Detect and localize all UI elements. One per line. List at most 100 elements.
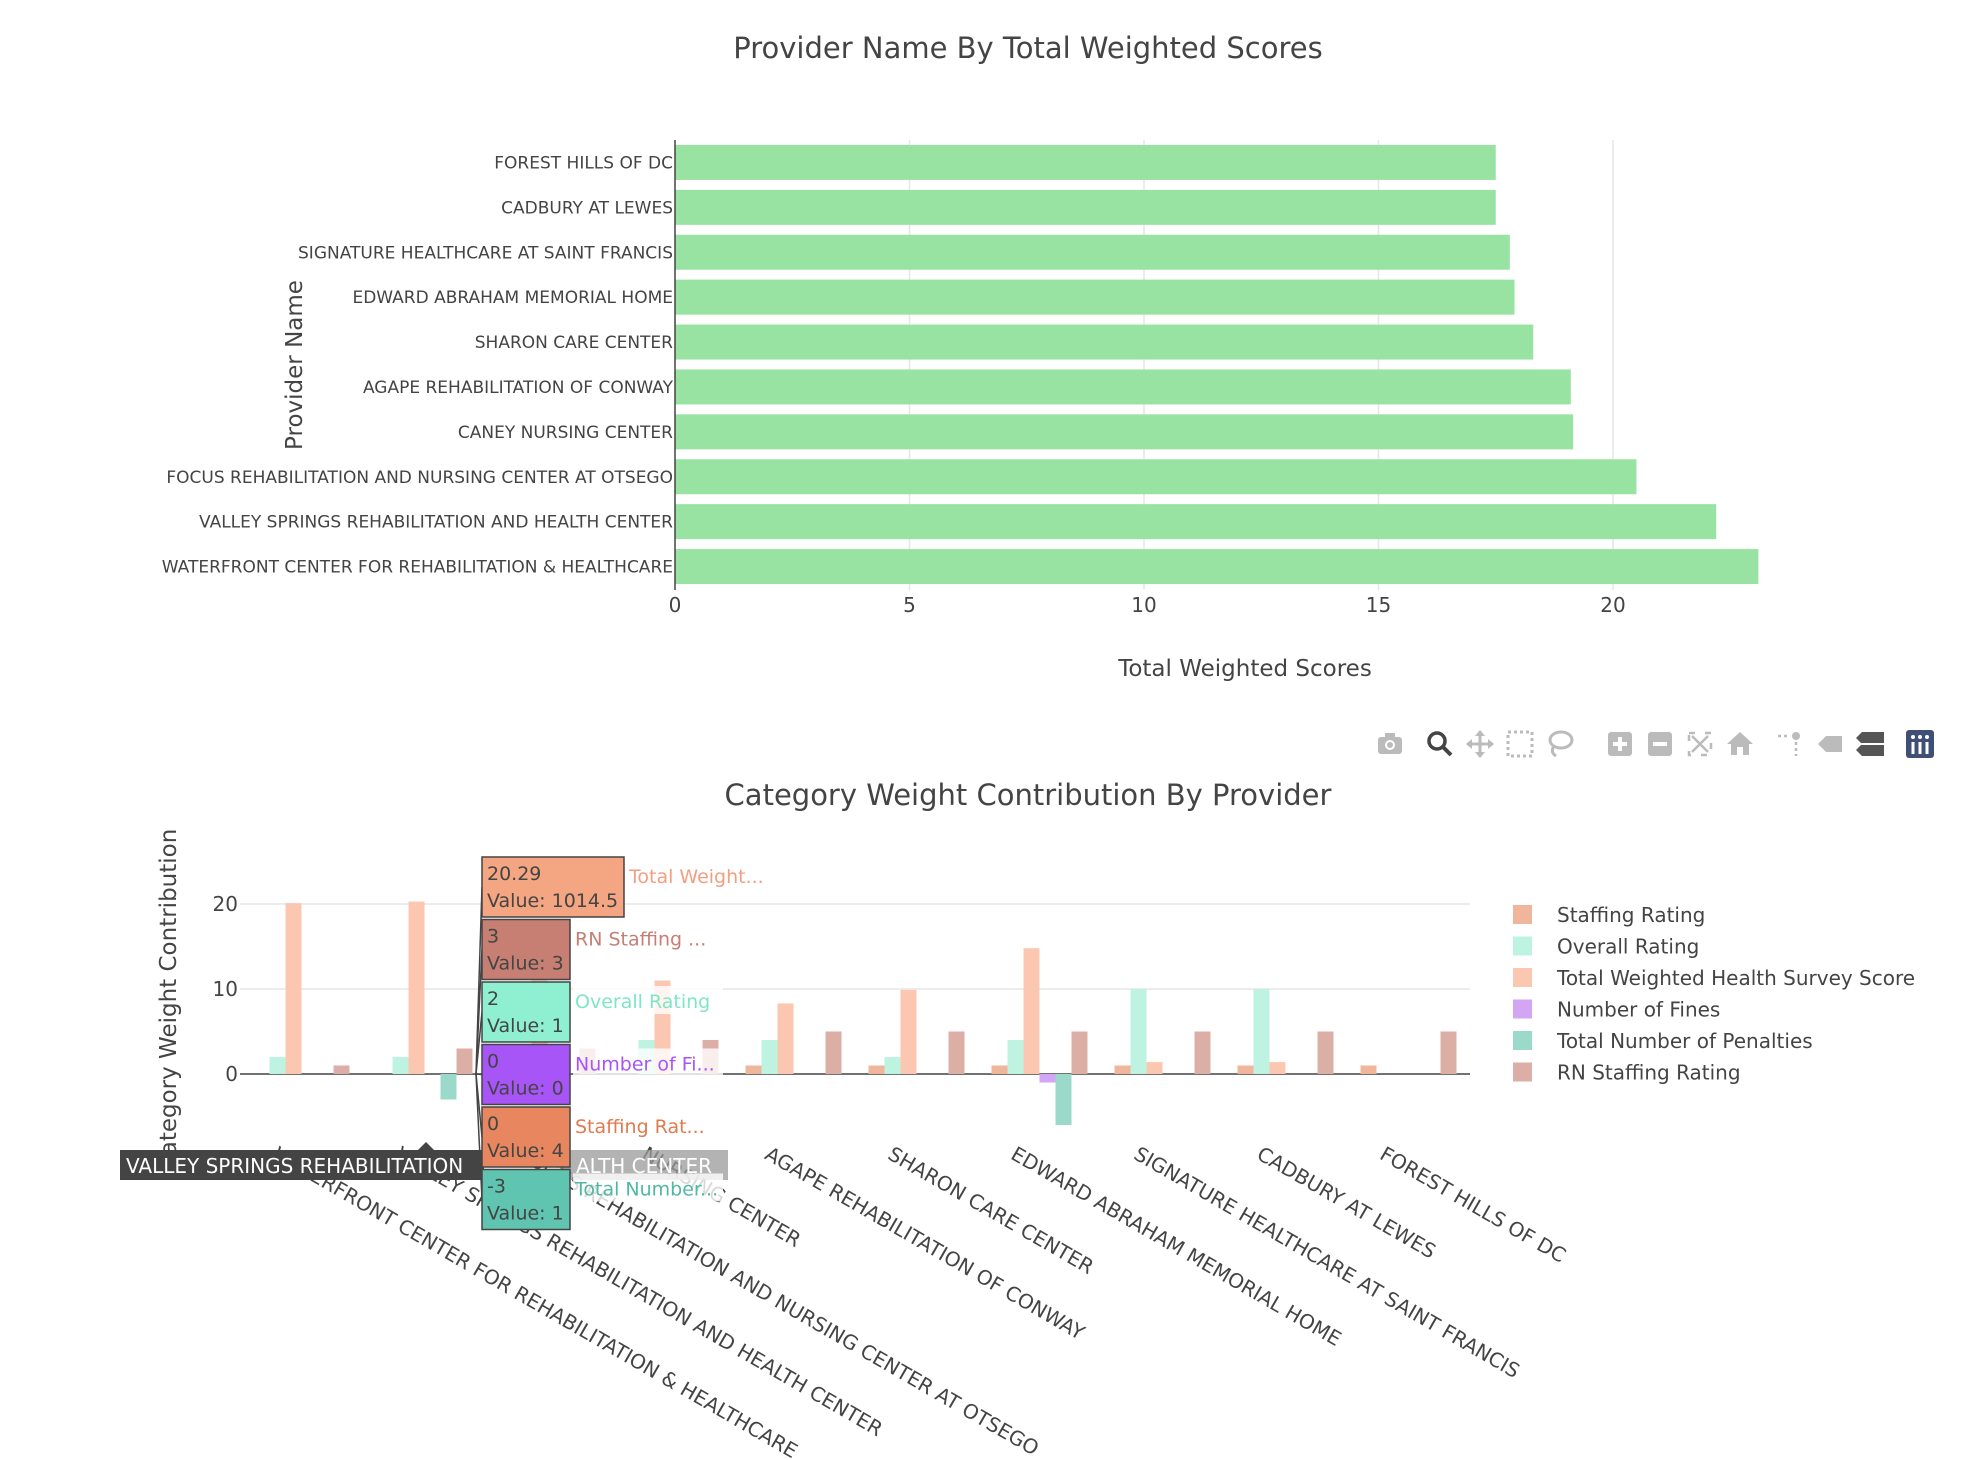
reset-axes-button[interactable] xyxy=(1724,728,1756,760)
top-chart-bar[interactable] xyxy=(675,414,1574,450)
legend-swatch[interactable] xyxy=(1513,999,1532,1019)
bottom-chart-bar[interactable] xyxy=(1194,1031,1211,1075)
hover-category-text-left: VALLEY SPRINGS REHABILITATION xyxy=(126,1154,463,1178)
bottom-chart-bar[interactable] xyxy=(440,1074,457,1100)
legend-item-label[interactable]: Number of Fines xyxy=(1557,998,1720,1022)
legend-swatch[interactable] xyxy=(1513,968,1532,987)
zoom-out-button[interactable] xyxy=(1644,728,1676,760)
plotly-logo-icon xyxy=(1906,730,1934,758)
top-chart-x-ticks: 0 5 10 15 20 xyxy=(669,593,1626,617)
hover-compare-button[interactable] xyxy=(1854,728,1886,760)
top-chart-bar[interactable] xyxy=(675,189,1496,225)
zoom-button[interactable] xyxy=(1424,728,1456,760)
box-select-icon xyxy=(1506,730,1534,758)
bottom-chart-bar[interactable] xyxy=(777,1003,794,1074)
bottom-chart-bar[interactable] xyxy=(1130,989,1147,1074)
bottom-chart-bar[interactable] xyxy=(1269,1062,1286,1074)
legend-item-label[interactable]: Total Weighted Health Survey Score xyxy=(1556,966,1915,990)
camera-button[interactable] xyxy=(1374,728,1406,760)
top-chart-bar[interactable] xyxy=(675,549,1759,585)
bottom-chart-bar[interactable] xyxy=(1039,1074,1056,1083)
top-chart-category-label: CANEY NURSING CENTER xyxy=(458,423,673,443)
bottom-chart-bar[interactable] xyxy=(1360,1065,1377,1075)
top-chart-bar[interactable] xyxy=(675,144,1496,180)
top-chart-bar[interactable] xyxy=(675,324,1534,360)
spike-lines-button[interactable] xyxy=(1774,728,1806,760)
top-chart-bar[interactable] xyxy=(675,234,1510,270)
bottom-chart-bar[interactable] xyxy=(1440,1031,1457,1075)
top-chart-x-tick-label: 0 xyxy=(669,593,682,617)
autoscale-icon xyxy=(1687,731,1713,757)
bottom-chart-bar[interactable] xyxy=(991,1065,1008,1075)
legend-item-label[interactable]: Staffing Rating xyxy=(1557,903,1705,927)
bottom-chart-bar[interactable] xyxy=(1317,1031,1334,1075)
bottom-chart-bar[interactable] xyxy=(868,1065,885,1075)
hover-item-value: 0 xyxy=(487,1113,499,1135)
top-chart-bar[interactable] xyxy=(675,279,1515,315)
bottom-chart-y-tick-label: 10 xyxy=(213,977,238,1001)
autoscale-button[interactable] xyxy=(1684,728,1716,760)
bottom-chart-bar[interactable] xyxy=(269,1057,286,1074)
legend-swatch[interactable] xyxy=(1513,936,1532,956)
top-chart-category-labels: WATERFRONT CENTER FOR REHABILITATION & H… xyxy=(162,153,674,577)
bottom-chart-category-label: SHARON CARE CENTER xyxy=(884,1142,1098,1279)
top-chart-y-axis-title: Provider Name xyxy=(282,280,308,450)
pan-icon xyxy=(1466,730,1494,758)
legend-item-label[interactable]: Overall Rating xyxy=(1557,935,1699,959)
hover-item-detail: Value: 3 xyxy=(487,953,564,975)
zoom-in-button[interactable] xyxy=(1604,728,1636,760)
top-chart-x-tick-label: 15 xyxy=(1366,593,1391,617)
hover-category-label: VALLEY SPRINGS REHABILITATION ALTH CENTE… xyxy=(120,1142,728,1180)
bottom-chart-bar[interactable] xyxy=(1007,1040,1024,1074)
hover-item-name: Overall Rating xyxy=(575,991,710,1013)
hover-item-name-backdrop xyxy=(627,861,777,889)
bottom-chart-bar[interactable] xyxy=(456,1048,473,1075)
box-select-button[interactable] xyxy=(1504,728,1536,760)
hover-item-box xyxy=(481,1043,571,1106)
top-chart: Provider Name By Total Weighted Scores W… xyxy=(162,31,1759,682)
lasso-button[interactable] xyxy=(1544,728,1576,760)
top-chart-bars xyxy=(675,144,1759,585)
bottom-chart-bar[interactable] xyxy=(948,1031,965,1075)
bottom-chart-bar[interactable] xyxy=(745,1065,762,1075)
hover-item-box xyxy=(481,1168,571,1231)
hover-closest-button[interactable] xyxy=(1814,728,1846,760)
bottom-chart-bar[interactable] xyxy=(884,1057,901,1074)
hover-item-detail: Value: 0 xyxy=(487,1078,564,1100)
bottom-chart-y-tick-label: 20 xyxy=(213,892,238,916)
bottom-chart-bar[interactable] xyxy=(1146,1062,1163,1074)
top-chart-bar[interactable] xyxy=(675,504,1717,540)
hover-item-value: -3 xyxy=(487,1176,506,1198)
hover-item-name-backdrop xyxy=(573,1173,723,1202)
zoom-in-icon xyxy=(1608,732,1632,756)
bottom-chart-bar[interactable] xyxy=(333,1065,350,1075)
camera-icon xyxy=(1378,733,1402,754)
legend: Staffing Rating Overall Rating Total Weigh… xyxy=(1513,903,1915,1085)
bottom-chart-category-labels: WATERFRONT CENTER FOR REHABILITATION & H… xyxy=(269,1142,1570,1460)
top-chart-category-label: VALLEY SPRINGS REHABILITATION AND HEALTH… xyxy=(199,513,673,533)
bottom-chart: Category Weight Contribution By Provider… xyxy=(156,778,1915,1460)
legend-swatch[interactable] xyxy=(1513,1062,1532,1082)
bottom-chart-bar[interactable] xyxy=(1114,1065,1131,1075)
top-chart-x-axis-title: Total Weighted Scores xyxy=(1117,656,1372,682)
top-chart-bar[interactable] xyxy=(675,459,1637,495)
legend-swatch[interactable] xyxy=(1513,905,1532,924)
legend-item-label[interactable]: Total Number of Penalties xyxy=(1556,1029,1813,1053)
bottom-chart-bar[interactable] xyxy=(285,903,302,1074)
plotly-logo-button[interactable] xyxy=(1904,728,1936,760)
bottom-chart-bar[interactable] xyxy=(1253,989,1270,1074)
hover-item-value: 2 xyxy=(487,988,499,1010)
bottom-chart-bar[interactable] xyxy=(1055,1074,1072,1125)
legend-swatch[interactable] xyxy=(1513,1031,1532,1050)
pan-button[interactable] xyxy=(1464,728,1496,760)
bottom-chart-bar[interactable] xyxy=(392,1057,409,1074)
bottom-chart-bar[interactable] xyxy=(1071,1031,1088,1075)
bottom-chart-bar[interactable] xyxy=(408,901,425,1074)
legend-item-label[interactable]: RN Staffing Rating xyxy=(1557,1061,1741,1085)
bottom-chart-bar[interactable] xyxy=(1237,1065,1254,1075)
bottom-chart-bar[interactable] xyxy=(900,989,917,1074)
top-chart-bar[interactable] xyxy=(675,369,1571,405)
bottom-chart-bar[interactable] xyxy=(1023,948,1040,1074)
bottom-chart-bar[interactable] xyxy=(825,1031,842,1075)
bottom-chart-bar[interactable] xyxy=(761,1040,778,1074)
